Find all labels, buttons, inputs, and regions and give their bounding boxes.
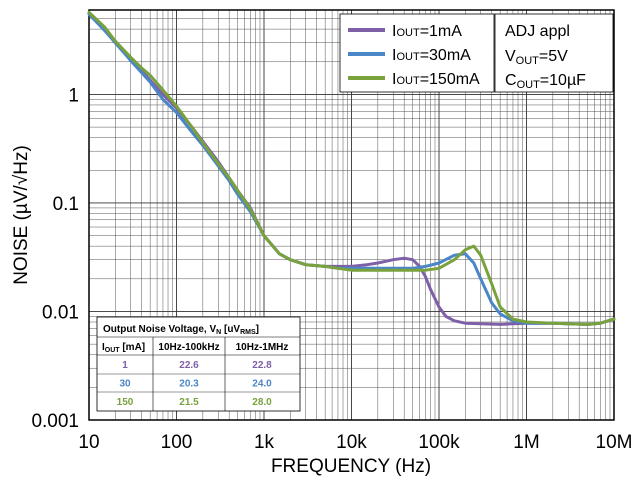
table-frame bbox=[96, 316, 301, 412]
series-line-3 bbox=[87, 10, 616, 326]
x-tick-label: 100k bbox=[418, 432, 460, 453]
noise-table: Output Noise Voltage, VN [uVRMS] IOUT [m… bbox=[96, 316, 301, 412]
conditions-box: ADJ appl VOUT=5V COUT=10µF bbox=[494, 13, 614, 93]
y-tick-labels: 0.001 0.01 0.1 1 bbox=[31, 85, 79, 432]
conditions-frame bbox=[494, 13, 614, 93]
table-cell: 20.3 bbox=[179, 379, 199, 390]
x-tick-labels: 10 100 1k 10k 100k 1M 10M bbox=[78, 432, 632, 453]
table-cell: 30 bbox=[119, 379, 131, 390]
x-tick-label: 10k bbox=[336, 432, 367, 453]
legend-label: IOUT=30mA bbox=[392, 47, 471, 64]
legend-label: IOUT=150mA bbox=[392, 71, 480, 88]
table-header-100k: 10Hz-100kHz bbox=[158, 342, 219, 353]
table-cell: 150 bbox=[117, 397, 134, 408]
x-axis-label: FREQUENCY (Hz) bbox=[271, 456, 431, 477]
x-tick-label: 1k bbox=[254, 432, 275, 453]
y-tick-label: 0.001 bbox=[31, 411, 79, 432]
condition-vout: VOUT=5V bbox=[505, 48, 568, 67]
y-tick-label: 1 bbox=[68, 85, 79, 106]
table-cell: 24.0 bbox=[252, 379, 272, 390]
y-tick-label: 0.1 bbox=[53, 194, 79, 215]
table-cell: 21.5 bbox=[179, 397, 199, 408]
legend-label: IOUT=1mA bbox=[392, 23, 462, 40]
condition-adj: ADJ appl bbox=[505, 23, 570, 40]
x-tick-label: 10M bbox=[596, 432, 633, 453]
series-lines bbox=[87, 10, 616, 326]
table-cell: 1 bbox=[122, 360, 128, 371]
series-line-2 bbox=[87, 12, 616, 326]
table-title: Output Noise Voltage, VN [uVRMS] bbox=[103, 324, 259, 336]
x-tick-label: 100 bbox=[161, 432, 193, 453]
x-tick-label: 1M bbox=[513, 432, 539, 453]
condition-cout: COUT=10µF bbox=[505, 72, 586, 91]
y-tick-label: 0.01 bbox=[42, 302, 79, 323]
x-tick-label: 10 bbox=[78, 432, 99, 453]
legend: IOUT=1mA IOUT=30mA IOUT=150mA bbox=[339, 13, 495, 93]
plot-frame bbox=[88, 9, 615, 421]
table-header-1m: 10Hz-1MHz bbox=[236, 342, 289, 353]
table-cell: 22.6 bbox=[179, 360, 199, 371]
y-axis-label: NOISE (µV/√Hz) bbox=[11, 145, 32, 285]
table-header-iout: IOUT [mA] bbox=[102, 342, 145, 354]
table-cell: 22.8 bbox=[252, 360, 272, 371]
table-cell: 28.0 bbox=[252, 397, 272, 408]
